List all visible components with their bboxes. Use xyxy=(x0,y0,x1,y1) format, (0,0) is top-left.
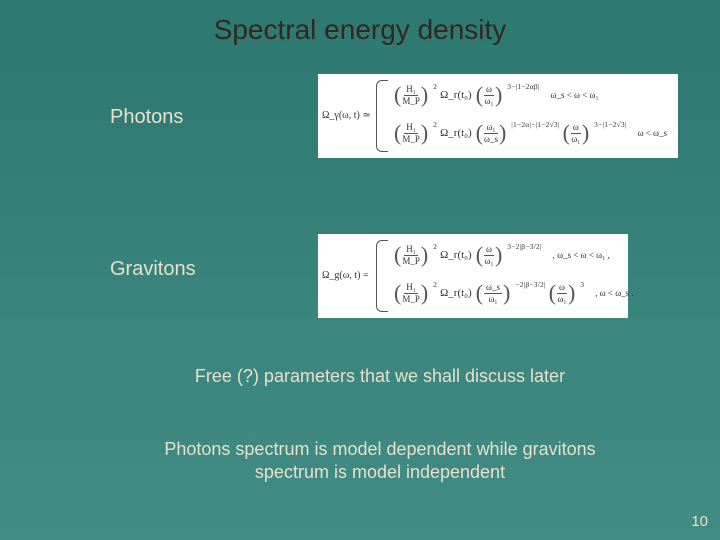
gravitons-formula: Ω_g(ω, t) = H₁M_P2 Ω_r(t₀) ωω₁3−2|β−3/2|… xyxy=(318,234,628,318)
free-params-line: Free (?) parameters that we shall discus… xyxy=(150,366,610,387)
brace-icon xyxy=(376,80,388,152)
gravitons-lhs: Ω_g(ω, t) = xyxy=(322,271,369,281)
brace-icon xyxy=(376,240,388,312)
gravitons-row-1: H₁M_P2 Ω_r(t₀) ωω₁3−2|β−3/2| , ω_s < ω <… xyxy=(394,244,610,266)
gravitons-row-2: H₁M_P2 Ω_r(t₀) ω_sω₁−2|β−3/2| ωω₁3 , ω <… xyxy=(394,282,634,304)
page-number: 10 xyxy=(691,513,708,530)
photons-formula: Ω_γ(ω, t) ≃ H₁M_P2 Ω_r(t₀) ωω₁3−|1−2αβ| … xyxy=(318,74,678,158)
photons-row-2: H₁M_P2 Ω_r(t₀) ω₁ω_s|1−2α|−|1−2√3| ωω₁3−… xyxy=(394,122,667,144)
slide: Spectral energy density Photons Graviton… xyxy=(0,0,720,540)
gravitons-label: Gravitons xyxy=(110,258,196,281)
slide-title: Spectral energy density xyxy=(0,14,720,46)
bottom-statement: Photons spectrum is model dependent whil… xyxy=(150,438,610,483)
photons-label: Photons xyxy=(110,106,183,129)
photons-row-1: H₁M_P2 Ω_r(t₀) ωω₁3−|1−2αβ| ω_s < ω < ω₁ xyxy=(394,84,599,106)
photons-lhs: Ω_γ(ω, t) ≃ xyxy=(322,111,371,121)
